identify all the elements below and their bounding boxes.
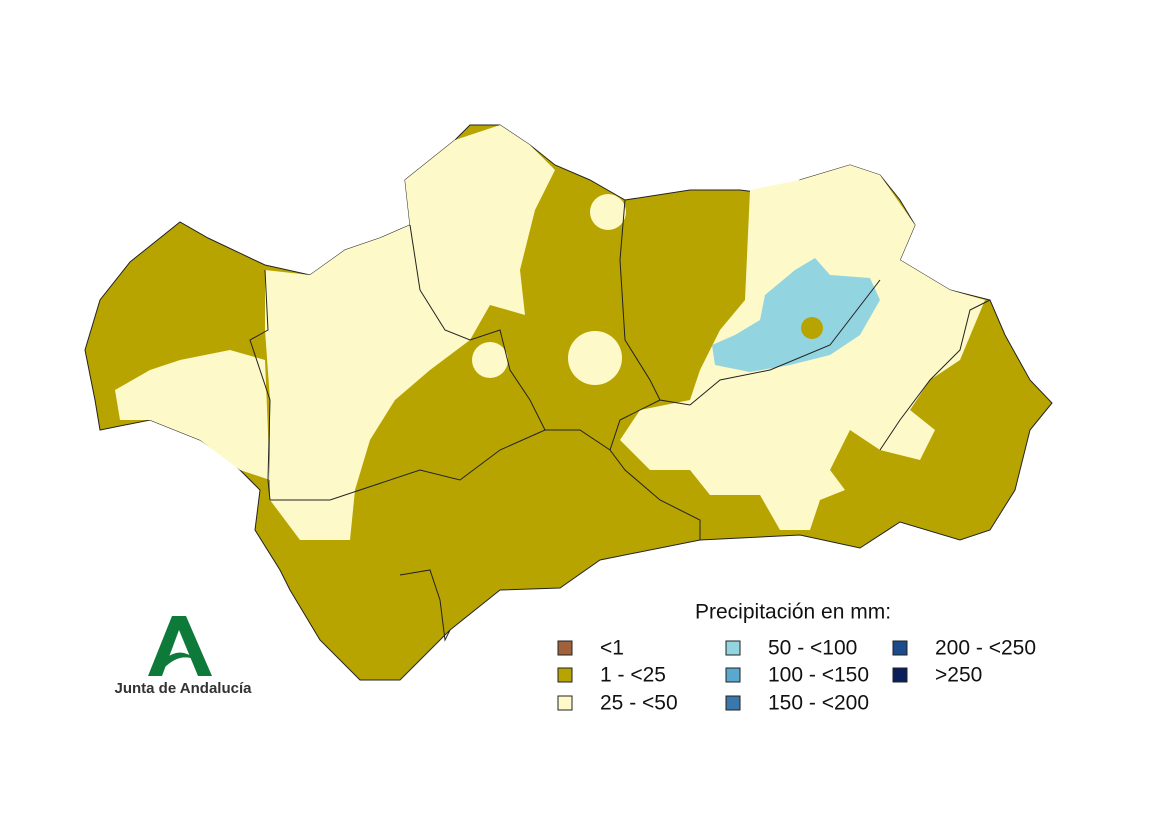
legend-swatch	[892, 667, 908, 683]
legend-title: Precipitación en mm:	[695, 601, 891, 624]
legend-label: 25 - <50	[600, 692, 678, 715]
province-borders	[249, 199, 991, 642]
legend-swatch	[557, 695, 573, 711]
legend-swatch	[725, 640, 741, 656]
legend-swatch	[725, 667, 741, 683]
precip-50-100	[712, 258, 880, 372]
legend-label: 150 - <200	[768, 692, 869, 715]
logo-text: Junta de Andalucía	[115, 680, 253, 697]
legend-swatch	[892, 640, 908, 656]
precip-1-25	[801, 317, 823, 339]
legend-label: >250	[935, 664, 982, 687]
legend-swatch	[725, 695, 741, 711]
legend-label: 1 - <25	[600, 664, 666, 687]
logo-mark	[164, 652, 196, 668]
logo: Junta de Andalucía	[115, 616, 253, 697]
legend-swatch	[557, 640, 573, 656]
legend-label: <1	[600, 637, 624, 660]
legend-label: 200 - <250	[935, 637, 1036, 660]
legend: <1 1 - <25 25 - <50 50 - <100 100 - <150 150 …	[557, 637, 1036, 715]
legend-swatch	[557, 667, 573, 683]
legend-label: 100 - <150	[768, 664, 869, 687]
map	[84, 124, 1053, 681]
legend-label: 50 - <100	[768, 637, 857, 660]
